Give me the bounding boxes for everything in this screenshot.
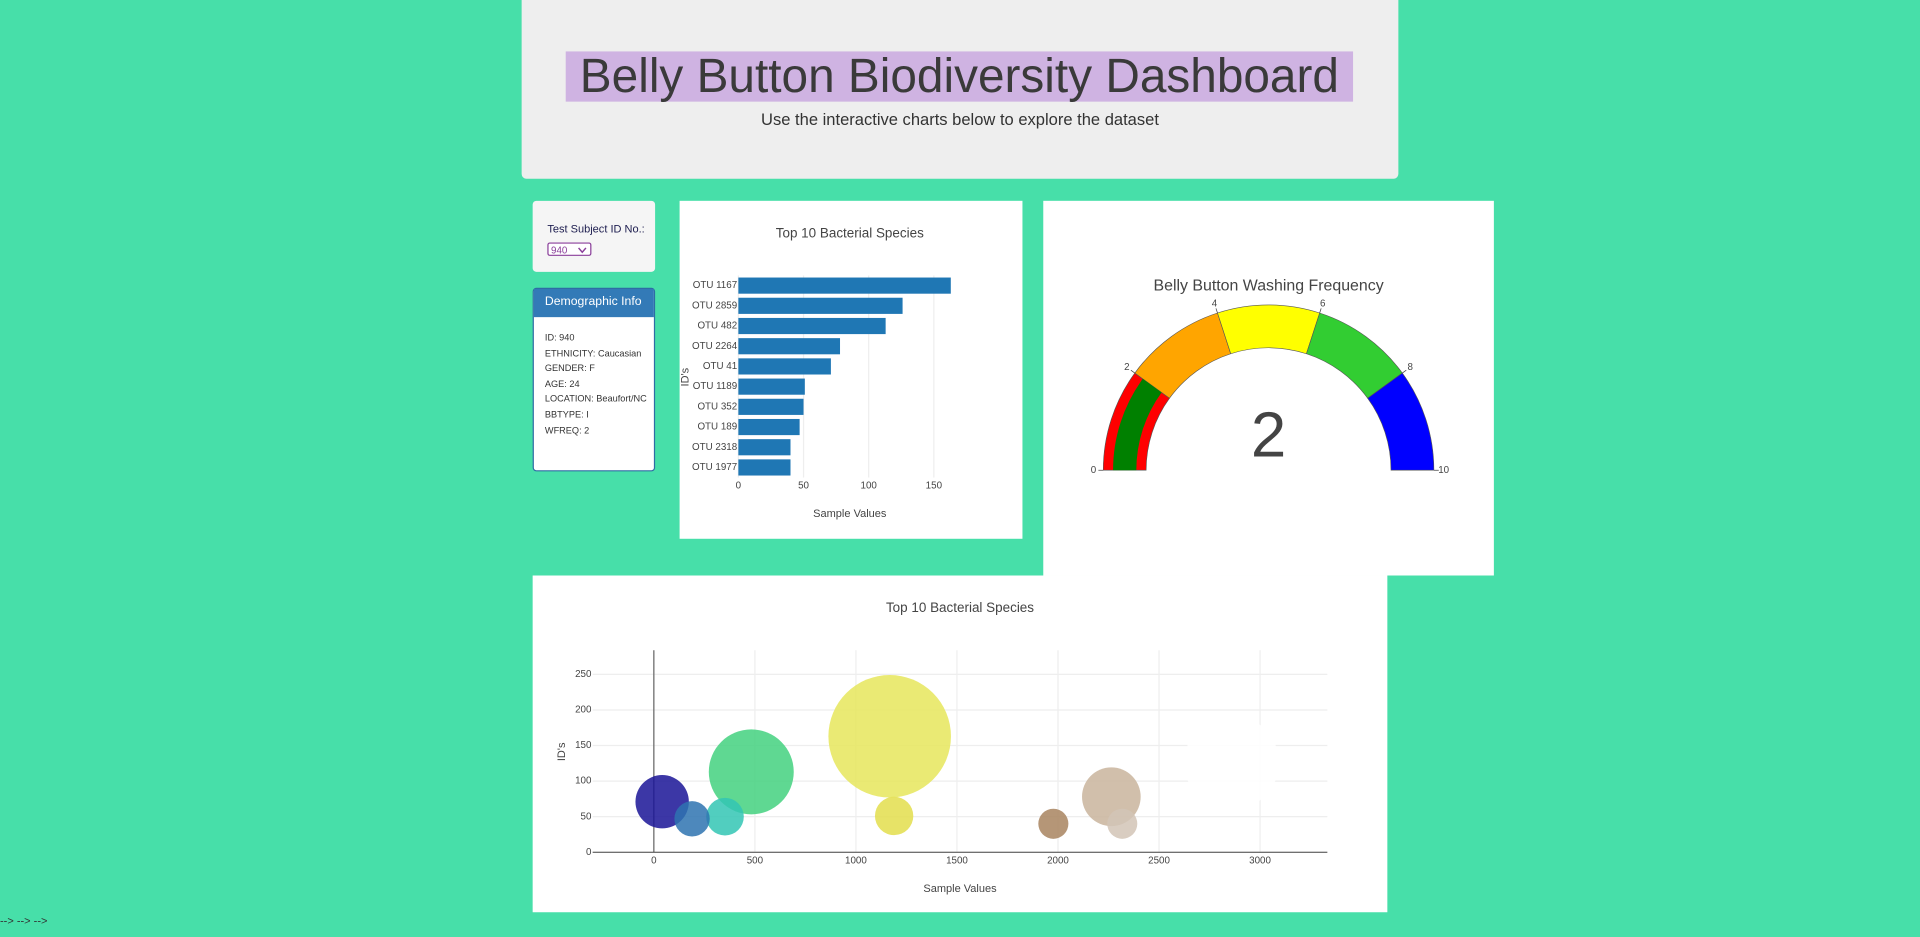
subtitle: Use the interactive charts below to expl… — [761, 110, 1159, 129]
y-tick-label: 150 — [575, 740, 592, 751]
y-tick-label: OTU 189 — [697, 422, 737, 433]
y-tick-label: OTU 482 — [697, 321, 737, 332]
selector-label: Test Subject ID No.: — [547, 222, 645, 236]
gauge-step — [1367, 372, 1435, 471]
y-tick-label: 100 — [575, 776, 592, 787]
bar — [738, 459, 791, 476]
x-tick-label: 2000 — [1047, 855, 1069, 866]
x-tick-label: 100 — [861, 481, 878, 492]
gauge-chart: Belly Button Washing Frequency 0 2 4 6 8 10 2 — [1043, 200, 1494, 576]
demographic-item: WFREQ: 2 — [544, 424, 590, 436]
bubble — [874, 796, 914, 836]
bar — [738, 439, 791, 456]
y-axis-label: ID's — [556, 742, 568, 761]
y-tick-label: OTU 1189 — [693, 381, 737, 392]
x-tick-label: 500 — [747, 855, 764, 866]
x-tick-label: 1500 — [946, 855, 968, 866]
bubble — [1184, 715, 1279, 810]
demographics-panel: Demographic Info ID: 940 ETHNICITY: Cauca… — [532, 287, 656, 472]
bubble — [706, 797, 744, 836]
page-title: Belly Button Biodiversity Dashboard — [565, 51, 1354, 102]
demographic-item: AGE: 24 — [544, 378, 580, 390]
bar — [738, 418, 800, 436]
x-tick-label: 150 — [926, 481, 943, 492]
x-tick-label: 2500 — [1148, 855, 1170, 866]
gauge-tick — [1130, 369, 1136, 374]
y-tick-label: 50 — [581, 811, 592, 822]
x-tick-label: 3000 — [1249, 855, 1271, 866]
gauge-tick-label: 8 — [1408, 362, 1414, 373]
y-tick-label: OTU 1977 — [692, 462, 737, 473]
gauge-bar — [1113, 378, 1162, 471]
gauge-step — [1217, 304, 1321, 355]
header: Belly Button Biodiversity Dashboard Use … — [521, 0, 1399, 179]
x-tick-label: 50 — [798, 481, 809, 492]
gauge-tick-label: 6 — [1320, 298, 1326, 309]
selector-panel: Test Subject ID No.: 940 — [532, 200, 656, 272]
bubble — [828, 675, 951, 798]
demographic-item: LOCATION: Beaufort/NC — [544, 393, 647, 405]
demographic-item: ID: 940 — [544, 331, 575, 343]
bar — [738, 398, 804, 415]
demographic-item: BBTYPE: I — [544, 408, 589, 420]
x-tick-label: 1000 — [845, 855, 867, 866]
chart-title: Top 10 Bacterial Species — [776, 225, 924, 240]
y-axis-label: ID's — [680, 367, 692, 386]
bar — [738, 317, 886, 335]
demographic-item: GENDER: F — [544, 362, 595, 374]
chart-title: Belly Button Washing Frequency — [1153, 278, 1383, 295]
bar — [738, 338, 841, 355]
x-axis-label: Sample Values — [813, 508, 887, 520]
gauge-tick — [1402, 369, 1407, 374]
select-value: 940 — [551, 244, 568, 256]
gauge-tick-label: 0 — [1091, 465, 1097, 476]
y-tick-label: OTU 41 — [703, 361, 737, 372]
gauge-tick-label: 4 — [1212, 298, 1218, 309]
demographics-title: Demographic Info — [533, 288, 654, 318]
y-tick-label: OTU 2264 — [692, 341, 738, 352]
bubble — [708, 729, 794, 815]
gauge-tick — [1319, 308, 1322, 314]
y-tick-label: 0 — [586, 847, 592, 858]
bar-chart: Top 10 Bacterial Species 0 50 100 150 OTU 116… — [679, 200, 1023, 539]
x-tick-label: 0 — [736, 481, 742, 492]
subject-select[interactable]: 940 — [547, 242, 592, 256]
bubble — [1107, 808, 1138, 839]
demographics-list: ID: 940 ETHNICITY: Caucasian GENDER: F AGE:… — [544, 331, 648, 441]
bar — [738, 378, 805, 395]
select-chevron — [578, 247, 587, 254]
y-tick-label: OTU 1167 — [693, 280, 737, 291]
bubble — [674, 801, 710, 837]
gauge-tick — [1215, 308, 1218, 314]
gauge-value: 2 — [1251, 399, 1286, 470]
gauge-tick-label: 2 — [1124, 362, 1129, 373]
footer-text: --> --> --> — [0, 914, 48, 927]
y-tick-label: OTU 352 — [697, 401, 737, 412]
bar — [738, 297, 903, 314]
bar — [738, 358, 831, 375]
y-tick-label: 250 — [575, 669, 592, 680]
chart-title: Top 10 Bacterial Species — [886, 600, 1034, 615]
y-tick-label: OTU 2318 — [692, 442, 738, 453]
y-tick-label: OTU 2859 — [692, 300, 737, 311]
demographic-item: ETHNICITY: Caucasian — [544, 347, 642, 359]
y-tick-label: 200 — [575, 705, 592, 716]
x-tick-label: 0 — [651, 855, 657, 866]
gauge-tick-label: 10 — [1438, 465, 1449, 476]
bubble — [1038, 808, 1069, 839]
bar — [738, 277, 951, 294]
x-axis-label: Sample Values — [923, 883, 997, 895]
